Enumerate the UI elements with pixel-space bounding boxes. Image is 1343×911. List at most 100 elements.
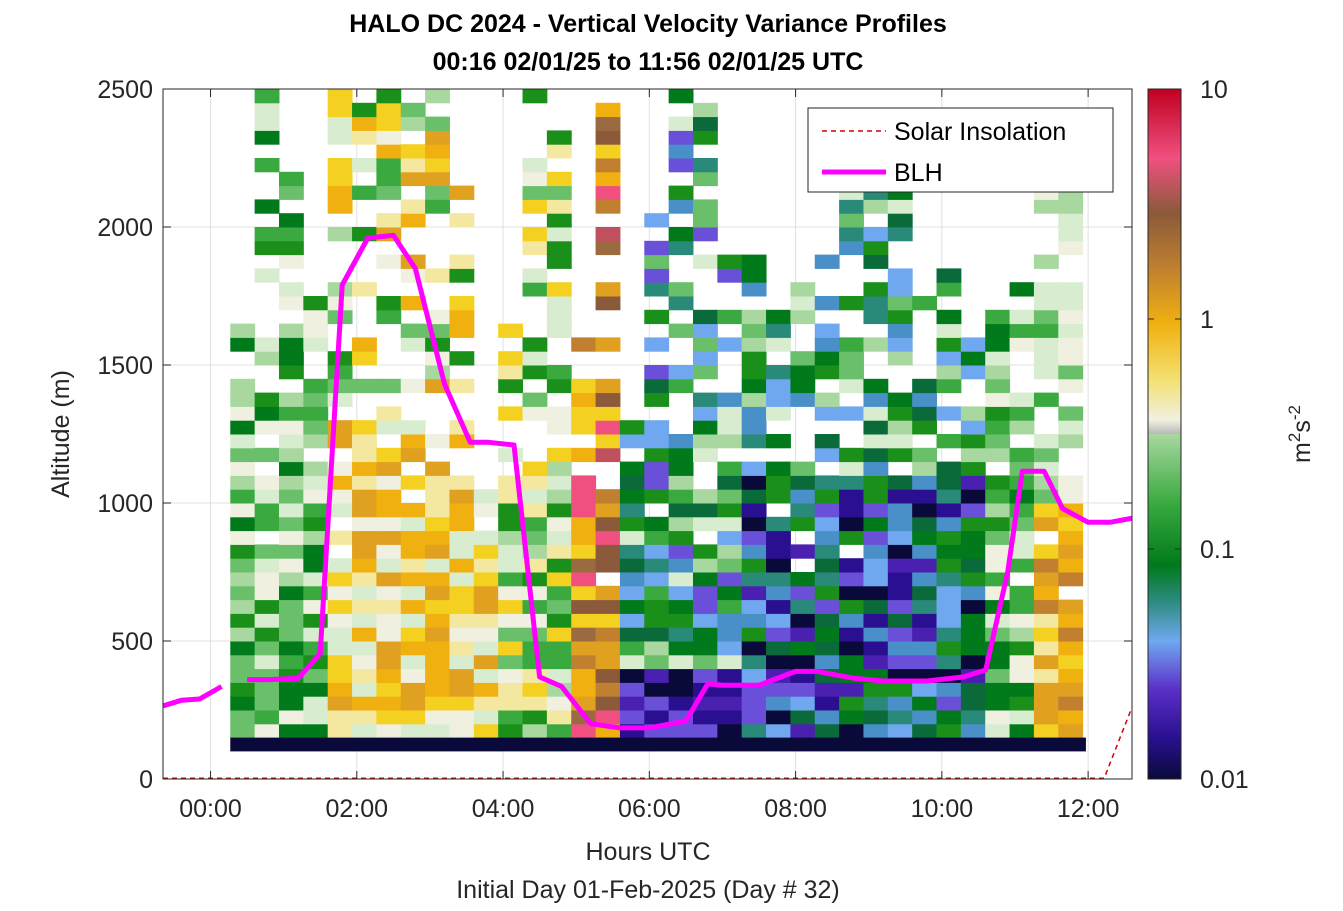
heatmap-cell xyxy=(912,461,938,476)
heatmap-cell xyxy=(839,199,864,214)
heatmap-cell xyxy=(936,282,962,297)
heatmap-cell xyxy=(717,268,743,283)
heatmap-cell xyxy=(619,420,645,435)
heatmap-cell xyxy=(814,406,840,421)
heatmap-cell xyxy=(303,475,329,490)
heatmap-cell xyxy=(498,696,524,711)
heatmap-cell xyxy=(790,282,816,297)
heatmap-cell xyxy=(766,434,791,449)
heatmap-cell xyxy=(766,309,791,325)
heatmap-cell xyxy=(473,503,499,518)
heatmap-cell xyxy=(352,489,377,504)
heatmap-cell xyxy=(498,447,524,463)
heatmap-cell xyxy=(327,654,353,670)
heatmap-cell xyxy=(1033,682,1059,697)
heatmap-cell xyxy=(376,544,402,559)
heatmap-cell xyxy=(546,696,572,711)
heatmap-cell xyxy=(766,558,791,573)
heatmap-cell xyxy=(522,710,548,725)
heatmap-cell xyxy=(595,434,621,449)
heatmap-cell xyxy=(790,641,816,656)
heatmap-cell xyxy=(498,378,524,394)
heatmap-cell xyxy=(936,696,962,711)
heatmap-cell xyxy=(741,406,767,421)
heatmap-cell xyxy=(960,434,986,449)
heatmap-cell xyxy=(985,627,1011,642)
heatmap-cell xyxy=(741,516,767,532)
heatmap-cell xyxy=(814,572,840,587)
heatmap-cell xyxy=(522,227,548,242)
heatmap-cell xyxy=(473,572,499,587)
colorbar-label: m2s-2 xyxy=(1285,405,1316,463)
heatmap-cell xyxy=(1058,365,1084,380)
heatmap-cell xyxy=(839,351,864,366)
heatmap-cell xyxy=(1058,337,1084,352)
heatmap-cell xyxy=(668,723,694,739)
heatmap-cell xyxy=(1033,723,1059,739)
heatmap-cell xyxy=(668,199,694,214)
heatmap-cell xyxy=(668,365,694,380)
heatmap-cell xyxy=(400,503,426,518)
heatmap-cell xyxy=(936,654,962,670)
heatmap-cell xyxy=(278,544,304,559)
heatmap-cell xyxy=(303,710,329,725)
heatmap-cell xyxy=(912,378,938,394)
heatmap-cell xyxy=(595,503,621,518)
heatmap-cell xyxy=(278,185,304,200)
heatmap-cell xyxy=(839,406,864,421)
colorbar-tick-label: 0.1 xyxy=(1200,536,1235,564)
heatmap-cell xyxy=(863,461,889,476)
heatmap-cell xyxy=(717,723,743,739)
heatmap-cell xyxy=(546,213,572,228)
heatmap-cell xyxy=(595,627,621,642)
heatmap-cell xyxy=(352,351,377,366)
heatmap-cell xyxy=(327,89,353,104)
heatmap-cell xyxy=(741,503,767,518)
heatmap-cell xyxy=(254,599,280,614)
heatmap-cell xyxy=(790,296,816,311)
heatmap-cell xyxy=(741,696,767,711)
heatmap-cell xyxy=(1033,309,1059,325)
heatmap-cell xyxy=(985,378,1011,394)
heatmap-cell xyxy=(425,599,450,614)
heatmap-cell xyxy=(376,627,402,642)
heatmap-cell xyxy=(230,406,256,421)
heatmap-cell xyxy=(814,641,840,656)
heatmap-cell xyxy=(863,696,889,711)
heatmap-cell xyxy=(887,682,913,697)
heatmap-cell xyxy=(766,682,791,697)
heatmap-cell xyxy=(668,296,694,311)
heatmap-cell xyxy=(692,585,718,601)
heatmap-cell xyxy=(1033,668,1059,683)
heatmap-cell xyxy=(425,544,450,559)
heatmap-cell xyxy=(692,447,718,463)
heatmap-cell xyxy=(1058,240,1084,256)
heatmap-cell xyxy=(912,489,938,504)
heatmap-cell xyxy=(960,613,986,628)
heatmap-cell xyxy=(985,489,1011,504)
heatmap-cell xyxy=(692,558,718,573)
heatmap-cell xyxy=(839,530,864,545)
heatmap-cell xyxy=(741,641,767,656)
heatmap-cell xyxy=(400,613,426,628)
heatmap-cell xyxy=(278,503,304,518)
heatmap-cell xyxy=(863,447,889,463)
heatmap-cell xyxy=(960,544,986,559)
heatmap-cell xyxy=(303,641,329,656)
y-tick-label: 1500 xyxy=(97,352,153,380)
heatmap-cell xyxy=(790,378,816,394)
heatmap-cell xyxy=(668,323,694,338)
heatmap-cell xyxy=(1033,199,1059,214)
heatmap-cell xyxy=(546,613,572,628)
heatmap-cell xyxy=(230,447,256,463)
heatmap-cell xyxy=(814,254,840,269)
heatmap-cell xyxy=(1009,682,1035,697)
heatmap-cell xyxy=(595,378,621,394)
heatmap-cell xyxy=(546,710,572,725)
heatmap-cell xyxy=(595,406,621,421)
heatmap-cell xyxy=(644,654,670,670)
heatmap-cell xyxy=(887,282,913,297)
heatmap-cell xyxy=(1009,668,1035,683)
heatmap-cell xyxy=(230,378,256,394)
heatmap-cell xyxy=(327,116,353,131)
